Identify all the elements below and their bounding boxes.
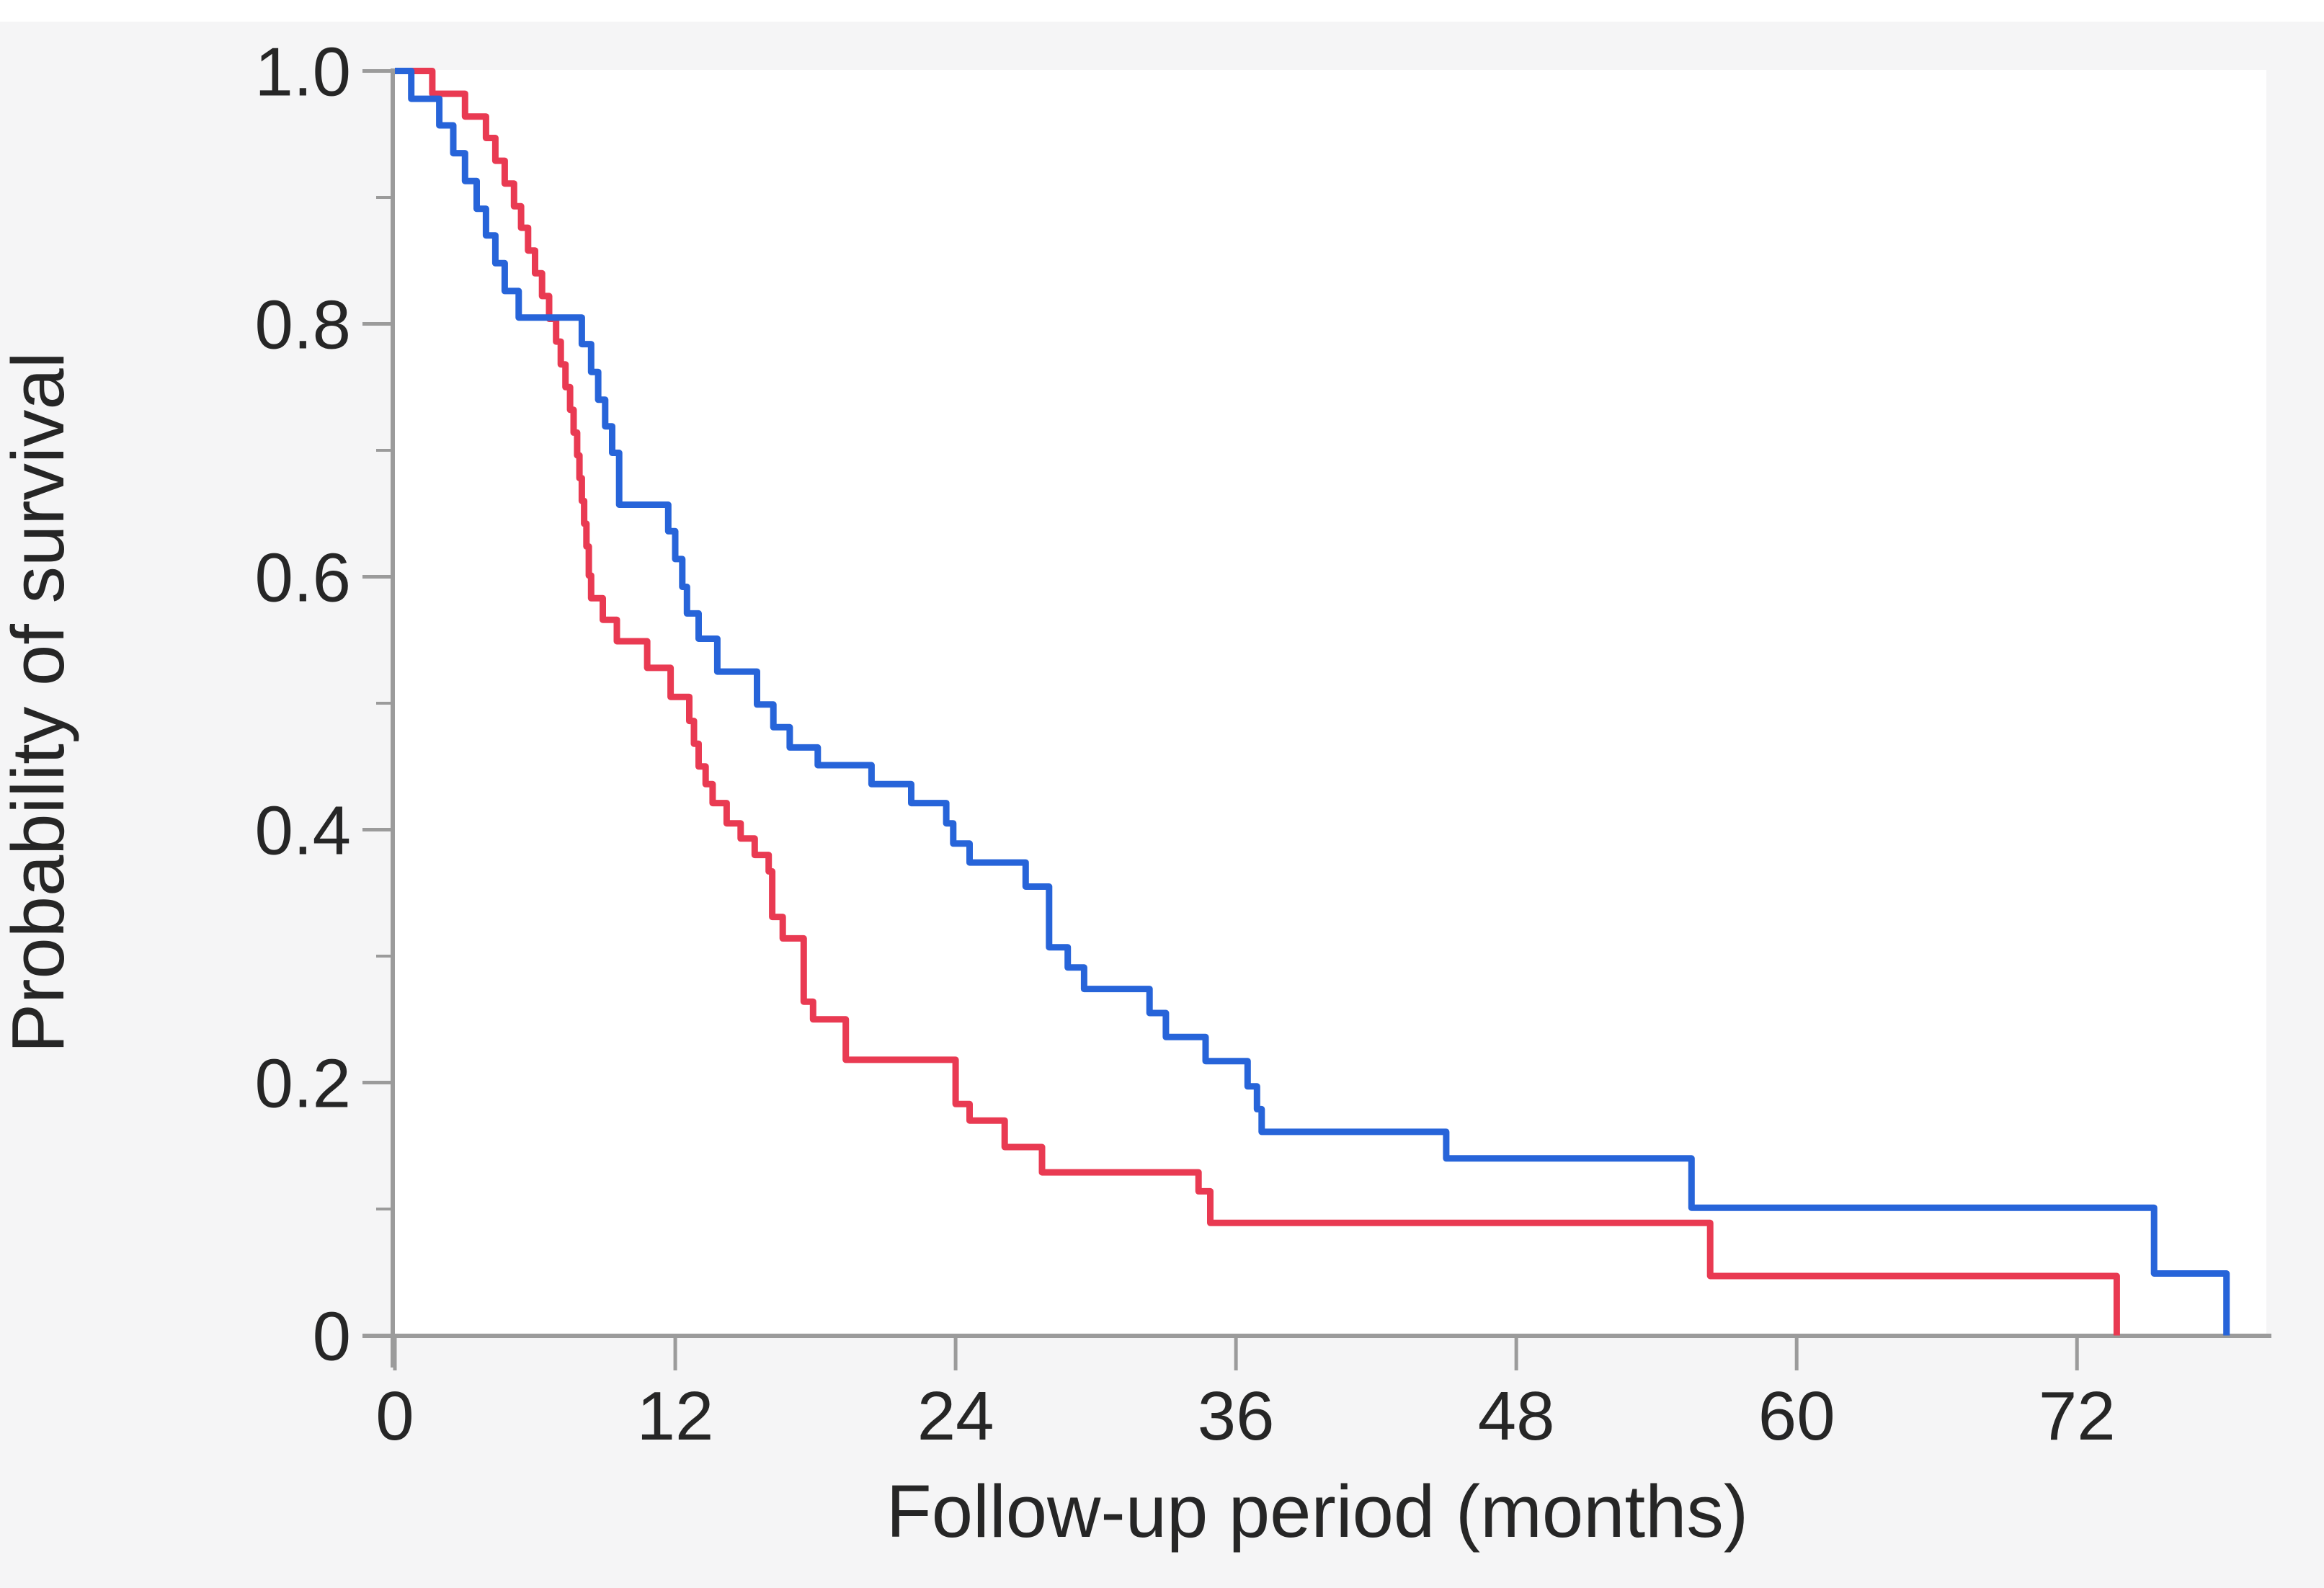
x-tick-label: 36	[1198, 1378, 1275, 1455]
y-tick-label: 0	[313, 1298, 351, 1375]
y-axis-minor-ticks	[376, 196, 393, 1210]
blue-survival-curve	[395, 68, 2230, 1336]
x-tick-label: 0	[375, 1378, 414, 1455]
plot-area	[395, 70, 2266, 1336]
x-axis-title: Follow-up period (months)	[886, 1470, 1748, 1553]
y-axis-tick-labels: 1.0 0.8 0.6 0.4 0.2 0	[255, 34, 351, 1375]
y-tick-label: 0.6	[255, 540, 351, 617]
y-axis-major-ticks	[362, 69, 393, 1337]
y-tick-label: 1.0	[255, 34, 351, 111]
y-tick-label: 0.4	[255, 793, 351, 870]
red-survival-curve	[395, 68, 2120, 1336]
axes: 1.0 0.8 0.6 0.4 0.2 0 0 12 24 36 48 60 72	[255, 34, 2271, 1455]
x-tick-label: 12	[637, 1378, 714, 1455]
x-axis-ticks	[393, 1337, 2079, 1370]
y-tick-label: 0.2	[255, 1045, 351, 1123]
x-tick-label: 48	[1478, 1378, 1555, 1455]
y-axis-title: Probability of survival	[0, 352, 79, 1053]
x-tick-label: 60	[1758, 1378, 1835, 1455]
x-axis-tick-labels: 0 12 24 36 48 60 72	[375, 1378, 2115, 1455]
y-tick-label: 0.8	[255, 287, 351, 364]
x-tick-label: 24	[917, 1378, 994, 1455]
top-white-strip	[0, 0, 2324, 22]
x-tick-label: 72	[2039, 1378, 2116, 1455]
series-lines	[395, 68, 2230, 1336]
